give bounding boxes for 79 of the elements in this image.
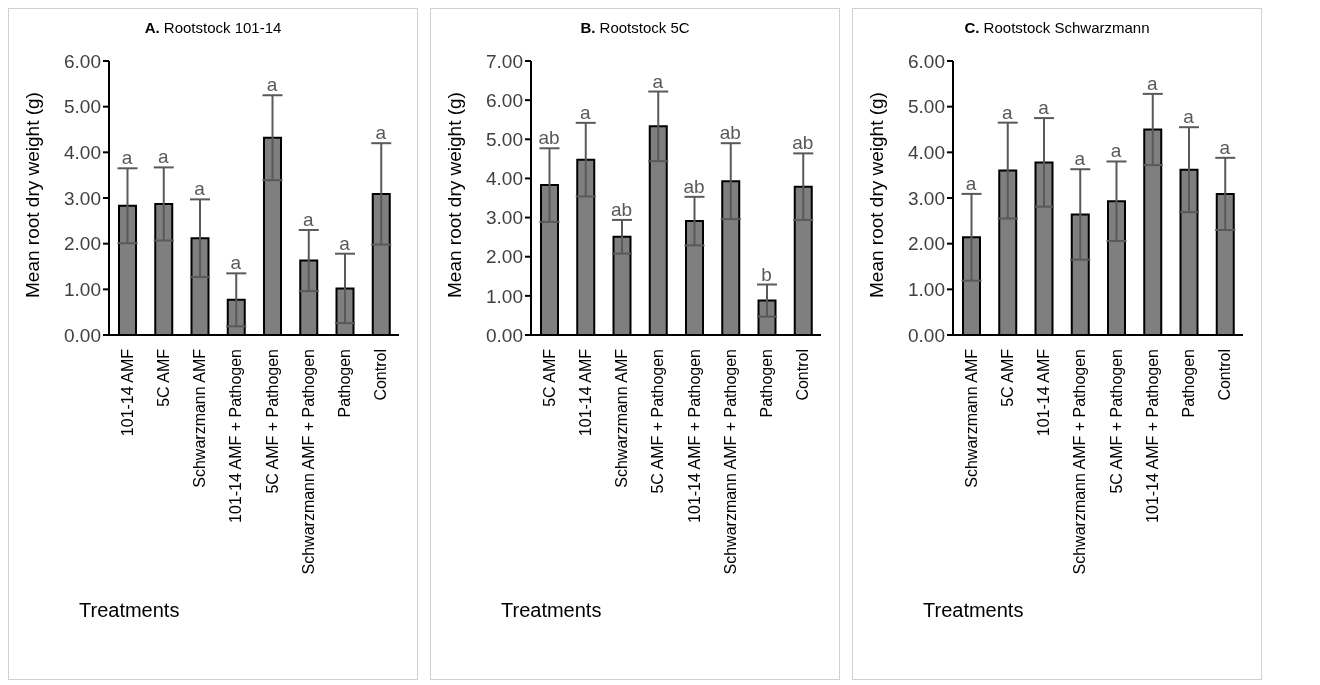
x-tick-label: 101-14 AMF + Pathogen [1143,349,1161,523]
x-tick-label: 101-14 AMF [576,348,594,437]
x-tick-label: 5C AMF [540,348,558,407]
y-tick-label: 3.00 [64,187,101,209]
x-tick-label: Schwarzmann AMF [613,348,631,488]
annotation: a [230,252,242,274]
annotation: a [1183,106,1195,128]
annotation: a [1219,136,1231,158]
x-tick-label: 5C AMF + Pathogen [1107,349,1125,494]
y-tick-label: 2.00 [64,233,101,255]
annotation: a [1074,148,1086,170]
y-tick-label: 2.00 [908,233,945,255]
y-axis-title: Mean root dry weight (g) [865,92,887,298]
x-tick-label: Control [794,349,812,401]
annotation: a [1147,72,1159,94]
annotation: a [652,70,664,92]
x-tick-label: Pathogen [1180,349,1198,418]
y-tick-label: 1.00 [64,279,101,301]
x-tick-label: 101-14 AMF [1035,348,1053,437]
x-tick-label: Schwarzmann AMF + Pathogen [1071,349,1089,575]
annotation: ab [611,198,633,220]
x-tick-label: 5C AMF + Pathogen [649,349,667,494]
annotation: a [303,208,315,230]
x-axis-title: Treatments [501,599,602,622]
y-tick-label: 5.00 [908,96,945,118]
annotation: a [1038,97,1050,119]
annotation: a [375,122,387,144]
y-tick-label: 3.00 [486,207,523,229]
y-tick-label: 4.00 [486,168,523,190]
y-axis-title: Mean root dry weight (g) [21,92,43,298]
x-axis-title: Treatments [923,599,1024,622]
y-axis-title: Mean root dry weight (g) [443,92,465,298]
x-tick-label: Schwarzmann AMF [191,348,209,488]
annotation: a [158,146,170,168]
annotation: b [761,263,772,285]
x-tick-label: 5C AMF [998,348,1016,407]
annotation: ab [538,127,560,149]
x-tick-label: 101-14 AMF + Pathogen [227,349,245,523]
annotation: a [339,232,351,254]
y-tick-label: 5.00 [486,129,523,151]
x-tick-label: 5C AMF [154,348,172,407]
y-tick-label: 0.00 [908,324,945,346]
annotation: a [121,147,133,169]
x-tick-label: Schwarzmann AMF + Pathogen [299,349,317,575]
y-tick-label: 6.00 [908,50,945,72]
x-tick-label: 101-14 AMF + Pathogen [685,349,703,523]
y-tick-label: 3.00 [908,187,945,209]
y-tick-label: 7.00 [486,50,523,72]
y-tick-label: 0.00 [486,324,523,346]
x-tick-label: Schwarzmann AMF [962,348,980,488]
x-tick-label: 5C AMF + Pathogen [263,349,281,494]
annotation: a [580,101,592,123]
annotation: a [194,178,206,200]
annotation: a [1110,140,1122,162]
chart-title: C. Rootstock Schwarzmann [963,19,1151,36]
annotation: ab [683,175,705,197]
chart-title: A. Rootstock 101-14 [143,19,283,36]
y-tick-label: 6.00 [64,50,101,72]
y-tick-label: 1.00 [908,279,945,301]
x-tick-label: Schwarzmann AMF + Pathogen [721,349,739,575]
y-tick-label: 4.00 [908,142,945,164]
x-tick-label: Pathogen [336,349,354,418]
y-tick-label: 0.00 [64,324,101,346]
annotation: a [1002,101,1014,123]
annotation: a [266,74,278,96]
y-tick-label: 4.00 [64,142,101,164]
x-tick-label: Control [1216,349,1234,401]
x-tick-label: 101-14 AMF [118,348,136,437]
x-tick-label: Control [372,349,390,401]
x-tick-label: Pathogen [758,349,776,418]
y-tick-label: 2.00 [486,246,523,268]
annotation: ab [792,132,814,154]
x-axis-title: Treatments [79,599,180,622]
annotation: ab [719,122,741,144]
annotation: a [965,172,977,194]
y-tick-label: 5.00 [64,96,101,118]
chart-title: B. Rootstock 5C [579,19,691,36]
y-tick-label: 1.00 [486,285,523,307]
y-tick-label: 6.00 [486,89,523,111]
